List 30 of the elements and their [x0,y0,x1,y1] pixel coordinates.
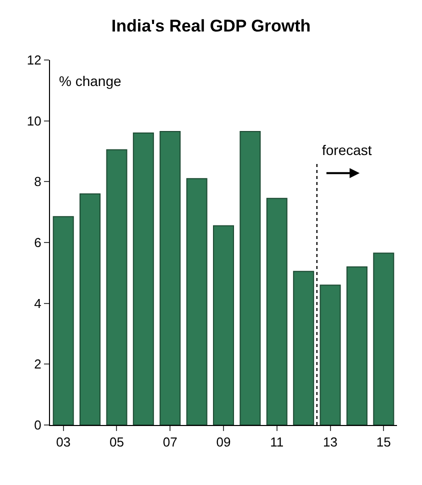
annotation: forecast [322,142,372,158]
bar [293,270,314,425]
bar [132,132,154,425]
bar [52,216,74,425]
y-tick-label: 12 [26,52,42,68]
y-tick-label: 0 [34,418,42,433]
chart-title: India's Real GDP Growth [111,16,311,36]
bar [80,193,101,425]
x-tick-label: 09 [216,434,231,450]
x-tick-label: 03 [56,434,71,450]
x-tick-label: 11 [270,434,284,450]
y-tick-label: 2 [34,356,42,372]
bar [240,130,261,425]
bar [212,225,234,425]
x-tick-label: 15 [376,434,391,450]
x-tick-label: 13 [323,434,338,450]
y-tick-label: 10 [26,113,42,128]
y-tick-label: 4 [34,296,42,311]
bar [346,266,368,425]
y-axis-title: % change [59,73,122,89]
bar [320,284,341,425]
bar [266,198,288,425]
bar [160,130,181,425]
x-tick-label: 05 [109,434,124,450]
x-tick-label: 07 [162,434,178,450]
bar [373,252,394,425]
bar [186,178,208,425]
y-tick-label: 6 [34,235,42,250]
bar [106,149,128,425]
y-tick-label: 8 [34,174,42,190]
